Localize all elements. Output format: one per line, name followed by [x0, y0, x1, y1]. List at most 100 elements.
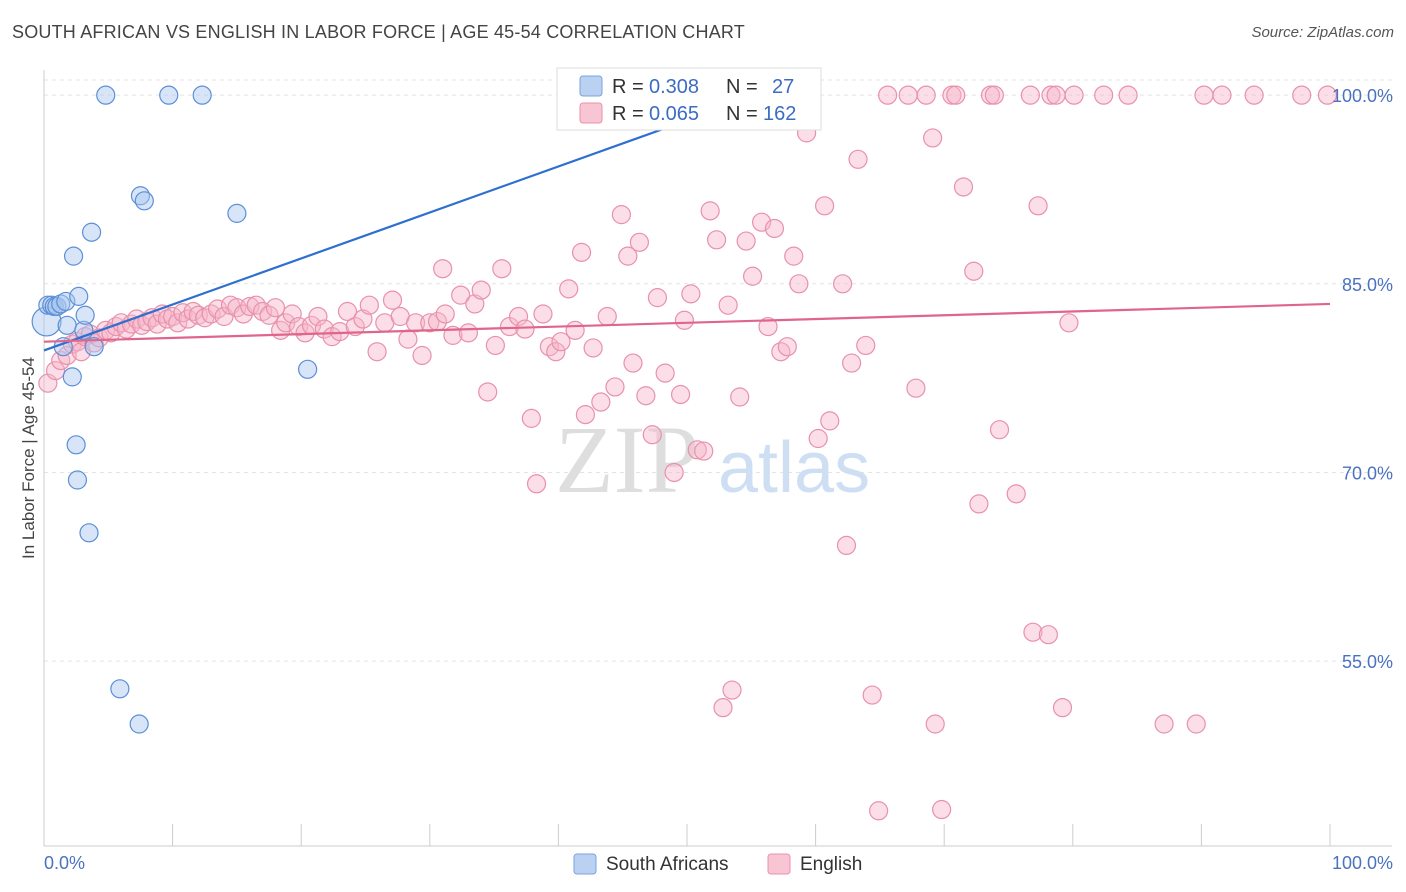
bottom-legend-label-south-africans: South Africans [606, 854, 729, 875]
english-point [742, 266, 763, 286]
english-point [833, 274, 853, 294]
tick-labels: 100.0% 85.0% 70.0% 55.0% 0.0% 100.0% [44, 86, 1393, 873]
english-point [546, 342, 566, 362]
english-point [526, 474, 547, 494]
legend-r-label-2: R = [612, 103, 644, 125]
english-point [565, 320, 585, 340]
english-point [45, 360, 66, 381]
english-point [629, 232, 650, 252]
english-point [265, 298, 286, 318]
bottom-legend-swatch-english [767, 853, 791, 875]
english-point [758, 316, 778, 337]
english-point [1154, 714, 1174, 734]
english-point [282, 304, 302, 324]
english-point [848, 149, 868, 169]
south-african-point [63, 246, 84, 266]
english-point [1052, 698, 1073, 718]
english-point [458, 323, 478, 343]
y-tick-label: 85.0% [1342, 275, 1393, 295]
english-point [433, 259, 453, 279]
english-point [700, 201, 720, 221]
english-point [508, 306, 529, 327]
legend-r-value-1: 0.308 [649, 76, 699, 98]
english-point [308, 306, 328, 327]
legend-n-value-1: 27 [772, 76, 794, 98]
y-tick-label: 70.0% [1342, 463, 1393, 483]
english-point [1023, 622, 1043, 642]
south-african-point [192, 85, 212, 105]
english-point [623, 353, 643, 373]
english-point [856, 335, 876, 356]
english-point [777, 337, 797, 357]
english-point [1186, 714, 1206, 734]
english-point [591, 392, 611, 412]
english-point [655, 363, 675, 383]
south-african-point [56, 291, 76, 312]
english-point [1094, 85, 1114, 105]
english-point [345, 316, 365, 337]
south-african-point [96, 85, 116, 105]
south-african-point [129, 714, 149, 734]
english-point [163, 306, 183, 327]
english-point [989, 420, 1010, 440]
south-african-point [227, 203, 247, 223]
english-point [478, 382, 498, 402]
english-point [618, 246, 638, 266]
english-point [539, 337, 559, 357]
south-african-point [75, 305, 95, 325]
english-point [808, 428, 828, 449]
english-point [722, 680, 742, 700]
south-african-point [51, 294, 71, 314]
english-point [485, 335, 505, 356]
english-point [946, 85, 966, 105]
english-point [330, 322, 350, 342]
english-point [1194, 85, 1214, 105]
english-point [533, 304, 553, 324]
legend-n-label-2: N = [726, 103, 758, 125]
english-point [1317, 85, 1338, 105]
english-point [815, 196, 835, 216]
english-point [259, 305, 279, 325]
y-tick-label: 55.0% [1342, 652, 1393, 672]
english-point [784, 246, 804, 266]
english-point [435, 304, 455, 324]
chart-title: SOUTH AFRICAN VS ENGLISH IN LABOR FORCE … [12, 22, 745, 42]
english-trend-line [43, 302, 1331, 343]
english-point [694, 441, 714, 461]
english-point [1292, 85, 1312, 105]
english-point [1006, 484, 1026, 504]
english-point [382, 290, 403, 310]
english-point [1046, 85, 1066, 105]
english-point [706, 230, 727, 250]
english-point [583, 338, 603, 358]
bottom-legend: South Africans English [573, 853, 862, 875]
south-african-point [81, 222, 102, 242]
english-point [687, 440, 707, 460]
english-point [1028, 196, 1048, 216]
english-point [969, 494, 989, 514]
south-african-point [159, 85, 179, 105]
english-point [925, 714, 945, 734]
south-african-point [62, 367, 82, 387]
watermark-zip: ZIP [555, 406, 699, 513]
english-point [964, 261, 984, 281]
english-point [337, 301, 358, 322]
south-african-point [134, 191, 154, 211]
english-point [1038, 625, 1058, 645]
x-tick-label: 100.0% [1332, 853, 1393, 873]
english-point [1118, 85, 1138, 105]
english-point [932, 799, 952, 820]
english-point [636, 386, 656, 406]
x-tick-label: 0.0% [44, 853, 85, 873]
legend-swatch-english [579, 102, 603, 124]
watermark-atlas: atlas [718, 428, 870, 508]
english-point [240, 296, 260, 317]
english-point [412, 345, 432, 366]
english-points [38, 85, 1338, 821]
english-point [713, 698, 733, 718]
english-point [862, 685, 882, 705]
english-point [898, 85, 918, 105]
english-point [923, 128, 943, 148]
legend-r-label-1: R = [612, 76, 644, 98]
english-point [605, 377, 625, 397]
